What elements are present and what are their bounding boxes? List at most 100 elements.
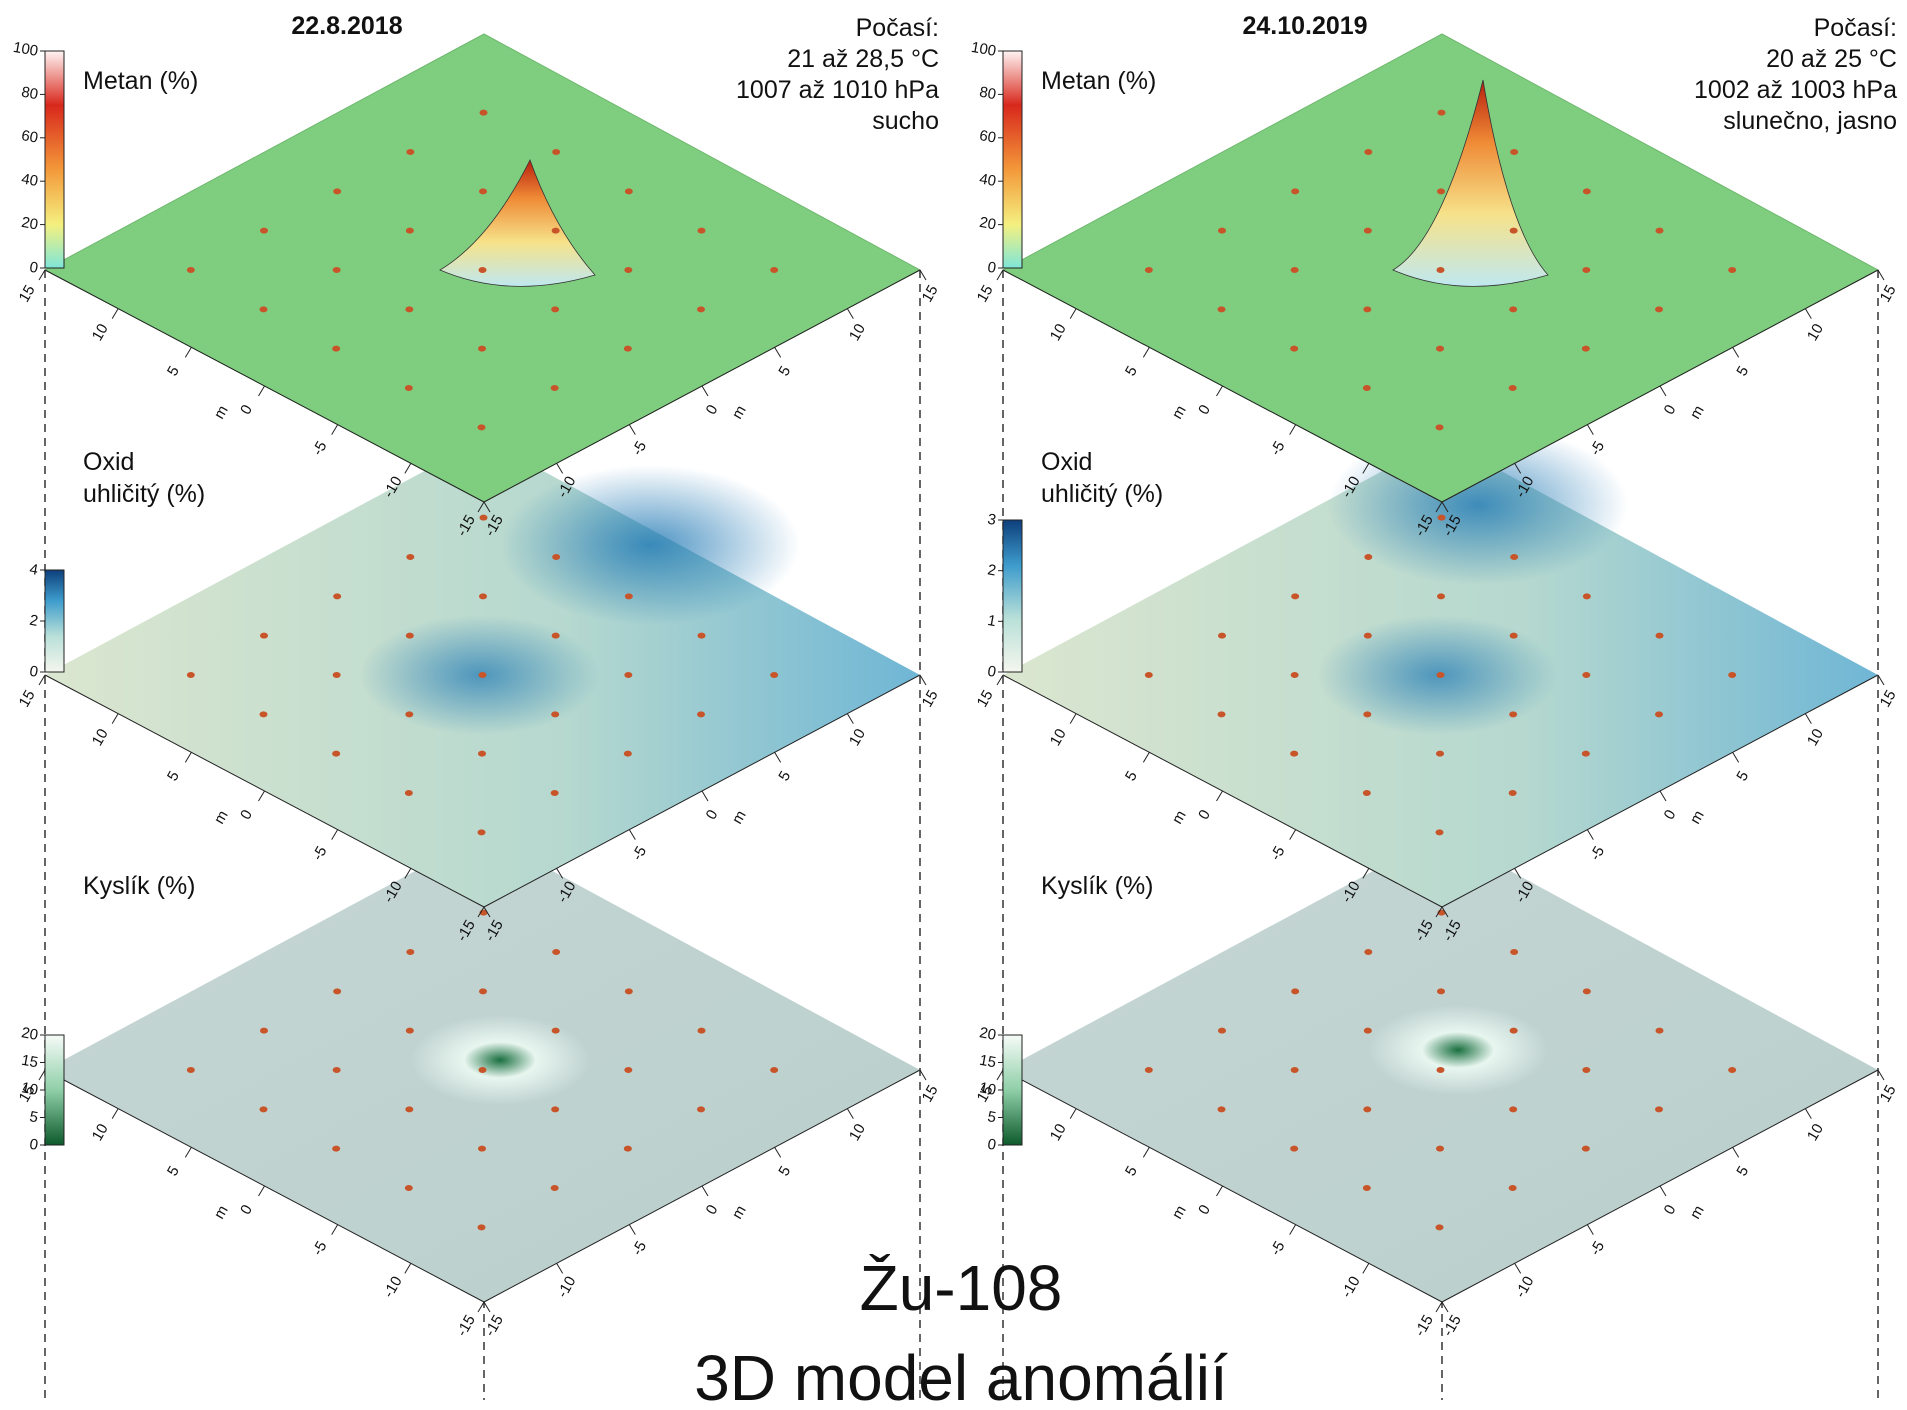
axis-tick-label: 5 [164,1163,183,1179]
sample-point [406,633,414,639]
sample-point [260,1106,268,1112]
colorbar-tick-label: 40 [20,170,39,190]
sample-point [1656,633,1664,639]
axis-tick [1878,675,1884,685]
sample-point [551,385,559,391]
sample-point [1437,672,1445,678]
axis-unit: m [729,1203,750,1222]
axis-tick-label: -5 [1267,1238,1288,1258]
axis-tick [775,347,781,357]
sample-point [1438,515,1446,521]
axis-tick [920,675,926,685]
sample-point [1509,385,1517,391]
sample-point [697,1106,705,1112]
sample-point [552,554,560,560]
colorbar-tick-label: 0 [986,259,997,277]
axis-tick [1878,270,1884,280]
sample-point [551,1106,559,1112]
colorbar-tick-label: 60 [978,127,997,147]
axis-tick [997,270,1003,280]
axis-tick-label: 15 [919,1082,942,1105]
sample-point [624,267,632,273]
weather-line: sucho [872,107,939,135]
axis-tick [1805,714,1811,724]
sample-point [332,346,340,352]
sample-point [1218,633,1226,639]
sample-point [697,306,705,312]
sample-point [1290,751,1298,757]
axis-tick-label: 0 [703,807,722,823]
axis-tick-label: 0 [703,402,722,418]
axis-tick-label: 10 [1047,1121,1070,1144]
axis-tick [557,463,563,473]
axis-tick-label: 5 [775,1163,794,1179]
sample-point [1437,593,1445,599]
caption: Žu-108 [860,1252,1063,1324]
colorbar-tick-label: 4 [28,561,39,579]
sample-point [1145,267,1153,273]
axis-tick [629,425,635,435]
axis-tick [920,270,926,280]
axis-tick-label: 15 [974,282,997,305]
axis-tick [1070,309,1076,319]
layer-label: Metan (%) [1041,67,1156,95]
sample-point [1582,267,1590,273]
colorbar-tick-label: 20 [20,214,39,234]
axis-tick-label: 5 [1733,768,1752,784]
sample-point [1364,554,1372,560]
sample-point [1437,188,1445,194]
sample-point [1583,988,1591,994]
sample-point [1363,1185,1371,1191]
layer-label: uhličitý (%) [83,480,205,508]
sample-point [187,672,195,678]
axis-tick [1442,1302,1448,1312]
axis-tick [39,1070,45,1080]
sample-point [333,593,341,599]
axis-tick [1143,752,1149,762]
sample-point [1728,1067,1736,1073]
panel-title: 22.8.2018 [291,12,402,40]
axis-unit: m [729,403,750,422]
sample-point [1290,1146,1298,1152]
sample-point [480,515,488,521]
axis-tick [1660,791,1666,801]
sample-point [1510,554,1518,560]
anomaly [1368,1005,1548,1095]
sample-point [1510,1028,1518,1034]
axis-tick [185,1147,191,1157]
axis-tick-label: 10 [846,321,869,344]
axis-unit: m [211,1203,232,1222]
axis-tick [1070,714,1076,724]
axis-tick [332,425,338,435]
sample-point [1509,1106,1517,1112]
sample-point [406,1028,414,1034]
sample-point [552,949,560,955]
sample-point [770,1067,778,1073]
axis-tick [1587,425,1593,435]
panel: 151510105500-5-5-10-10-15-15mm1515101055… [970,12,1900,1400]
sample-point [479,1067,487,1073]
sample-point [1291,267,1299,273]
layer: 151510105500-5-5-10-10-15-15mm [16,439,942,944]
weather-line: 21 až 28,5 °C [787,45,939,73]
colorbar-tick-label: 15 [20,1052,39,1072]
sample-point [1363,790,1371,796]
axis-tick [405,463,411,473]
sample-point [698,228,706,234]
axis-tick [775,1147,781,1157]
caption: 3D model anomálií [694,1342,1228,1410]
sample-point [1363,306,1371,312]
axis-tick [1660,1186,1666,1196]
layer: 151510105500-5-5-10-10-15-15mm [974,834,1900,1339]
sample-point [1364,949,1372,955]
axis-tick-label: -5 [309,438,330,458]
axis-tick-label: 0 [237,807,256,823]
axis-tick-label: 10 [1804,726,1827,749]
sample-point [1436,1224,1444,1230]
sample-point [405,711,413,717]
axis-tick [629,830,635,840]
sample-point [332,1146,340,1152]
colorbar-tick-label: 20 [978,1024,997,1044]
sample-point [406,949,414,955]
